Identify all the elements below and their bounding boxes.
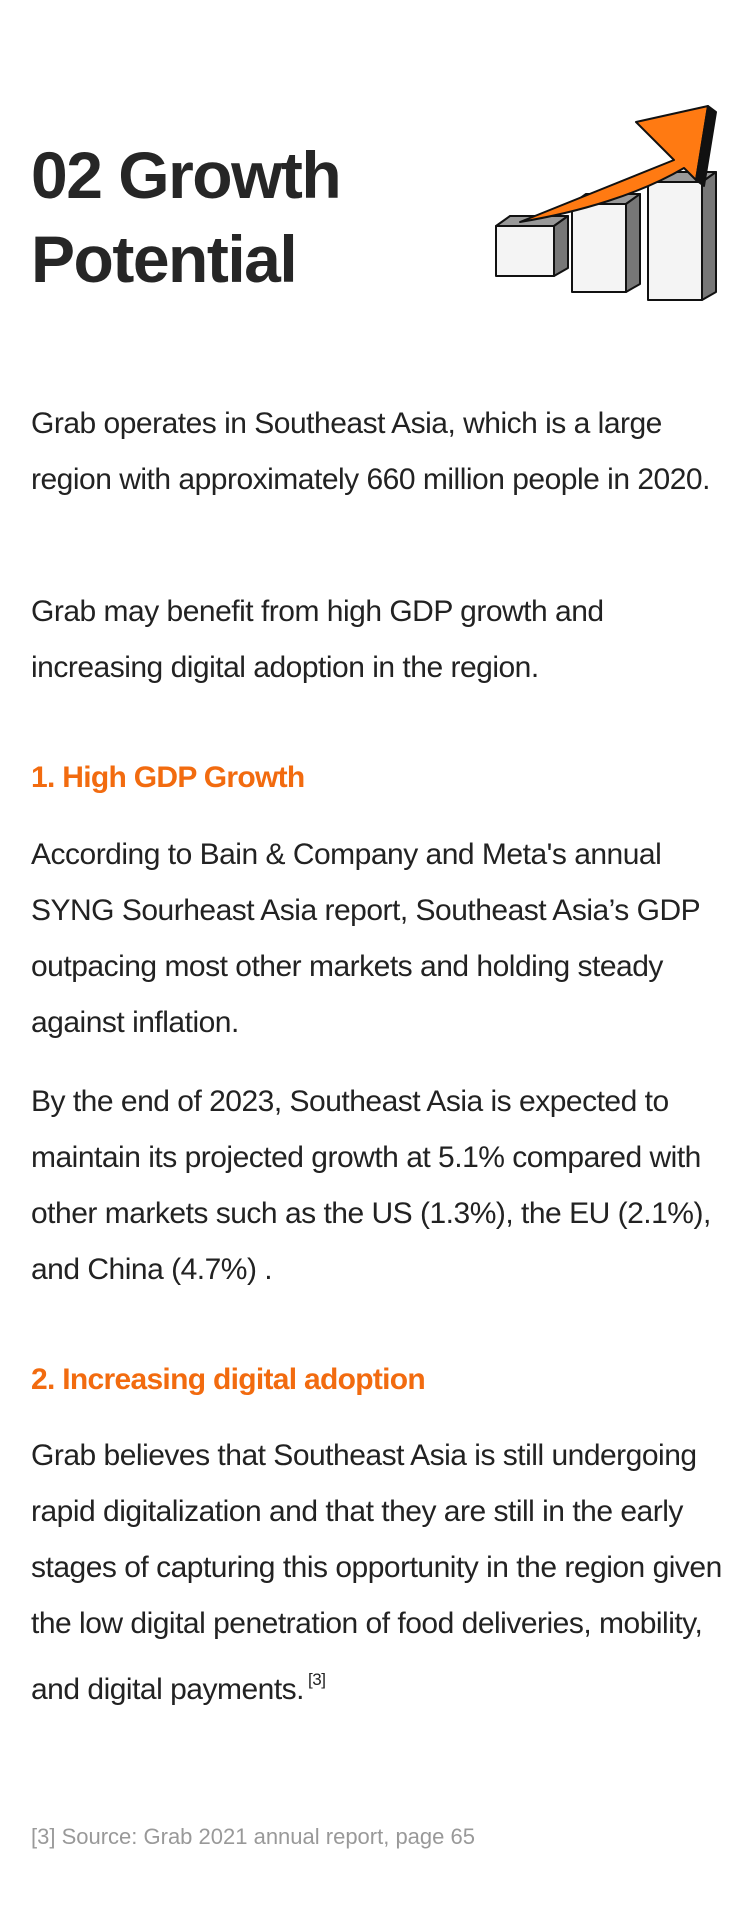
growth-icon — [495, 105, 717, 301]
section-heading: 2. Increasing digital adoption — [31, 1363, 426, 1396]
paragraph: By the end of 2023, Southeast Asia is ex… — [31, 1085, 711, 1286]
paragraph: Grab may benefit from high GDP growth an… — [31, 595, 604, 684]
footnote: [3] Source: Grab 2021 annual report, pag… — [31, 1824, 475, 1849]
paragraph: Grab believes that Southeast Asia is sti… — [31, 1428, 736, 1718]
paragraph-text: Grab believes that Southeast Asia is sti… — [31, 1439, 722, 1706]
section-heading: 1. High GDP Growth — [31, 761, 305, 794]
title-line: Potential — [31, 222, 298, 296]
title-line: 02 Growth — [31, 138, 342, 212]
title: 02 Growth Potential — [31, 133, 342, 301]
paragraph: Grab operates in Southeast Asia, which i… — [31, 407, 710, 496]
footnote-ref: [3] — [308, 1670, 326, 1689]
paragraph: According to Bain & Company and Meta's a… — [31, 838, 700, 1039]
